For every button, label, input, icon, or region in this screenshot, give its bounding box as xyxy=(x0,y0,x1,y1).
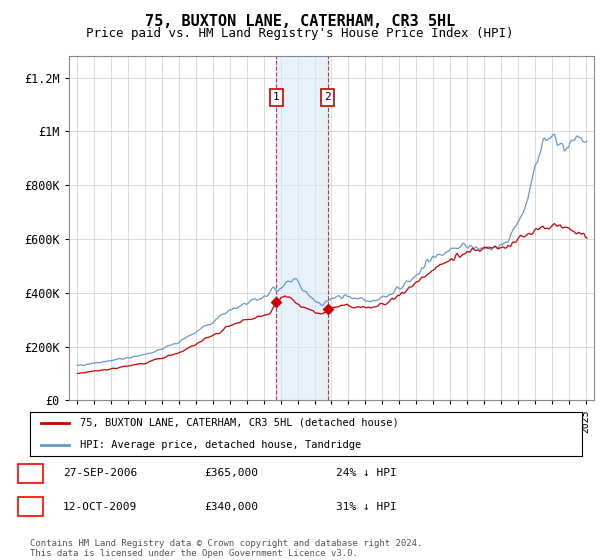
Text: 1: 1 xyxy=(273,92,280,102)
Text: 2: 2 xyxy=(27,502,34,512)
Text: 31% ↓ HPI: 31% ↓ HPI xyxy=(336,502,397,512)
Text: 75, BUXTON LANE, CATERHAM, CR3 5HL: 75, BUXTON LANE, CATERHAM, CR3 5HL xyxy=(145,14,455,29)
Text: 27-SEP-2006: 27-SEP-2006 xyxy=(63,468,137,478)
Text: HPI: Average price, detached house, Tandridge: HPI: Average price, detached house, Tand… xyxy=(80,440,361,450)
Text: 1: 1 xyxy=(27,468,34,478)
Text: £340,000: £340,000 xyxy=(204,502,258,512)
Text: 24% ↓ HPI: 24% ↓ HPI xyxy=(336,468,397,478)
Text: 12-OCT-2009: 12-OCT-2009 xyxy=(63,502,137,512)
Text: Price paid vs. HM Land Registry's House Price Index (HPI): Price paid vs. HM Land Registry's House … xyxy=(86,27,514,40)
Text: 2: 2 xyxy=(325,92,331,102)
Text: £365,000: £365,000 xyxy=(204,468,258,478)
Bar xyxy=(276,56,328,400)
Text: 75, BUXTON LANE, CATERHAM, CR3 5HL (detached house): 75, BUXTON LANE, CATERHAM, CR3 5HL (deta… xyxy=(80,418,398,428)
Text: Contains HM Land Registry data © Crown copyright and database right 2024.
This d: Contains HM Land Registry data © Crown c… xyxy=(30,539,422,558)
